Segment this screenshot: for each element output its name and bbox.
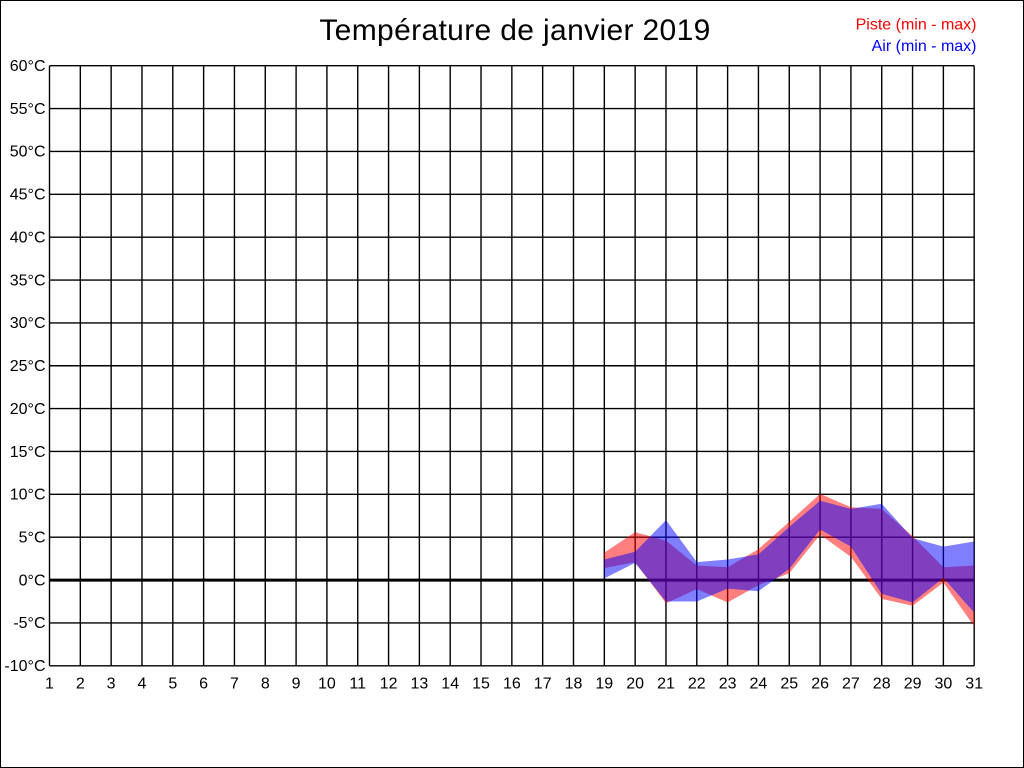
svg-text:Piste (min - max): Piste (min - max) [856,17,977,34]
svg-text:18: 18 [565,675,583,692]
svg-text:55°C: 55°C [10,101,46,118]
svg-text:13: 13 [411,675,429,692]
svg-text:5: 5 [168,675,177,692]
svg-text:-5°C: -5°C [13,615,45,632]
svg-text:19: 19 [595,675,613,692]
svg-text:16: 16 [503,675,521,692]
svg-text:15°C: 15°C [10,444,46,461]
svg-text:25: 25 [780,675,798,692]
svg-text:-10°C: -10°C [4,658,45,675]
svg-text:17: 17 [534,675,552,692]
svg-text:1: 1 [45,675,54,692]
svg-text:22: 22 [688,675,706,692]
svg-text:0°C: 0°C [19,572,46,589]
svg-text:2: 2 [76,675,85,692]
svg-text:8: 8 [261,675,270,692]
svg-text:35°C: 35°C [10,272,46,289]
svg-text:9: 9 [292,675,301,692]
svg-text:23: 23 [719,675,737,692]
svg-text:12: 12 [380,675,398,692]
svg-text:14: 14 [441,675,459,692]
svg-text:50°C: 50°C [10,144,46,161]
svg-text:Température de janvier 2019: Température de janvier 2019 [319,14,710,47]
svg-text:20°C: 20°C [10,401,46,418]
svg-text:26: 26 [811,675,829,692]
svg-text:40°C: 40°C [10,230,46,247]
svg-text:20: 20 [626,675,644,692]
svg-text:11: 11 [349,675,366,692]
svg-text:10°C: 10°C [10,487,46,504]
svg-text:27: 27 [842,675,860,692]
svg-text:60°C: 60°C [10,58,46,75]
svg-text:28: 28 [873,675,891,692]
svg-text:Air (min - max): Air (min - max) [872,38,977,55]
svg-text:30°C: 30°C [10,315,46,332]
svg-text:24: 24 [750,675,768,692]
svg-text:21: 21 [657,675,675,692]
svg-text:10: 10 [318,675,336,692]
svg-text:3: 3 [107,675,116,692]
svg-text:6: 6 [199,675,208,692]
svg-text:25°C: 25°C [10,358,46,375]
svg-text:29: 29 [904,675,922,692]
svg-text:5°C: 5°C [19,530,46,547]
svg-text:7: 7 [230,675,239,692]
svg-text:31: 31 [965,675,983,692]
svg-text:4: 4 [138,675,147,692]
svg-text:30: 30 [935,675,953,692]
svg-text:15: 15 [472,675,490,692]
svg-text:45°C: 45°C [10,187,46,204]
